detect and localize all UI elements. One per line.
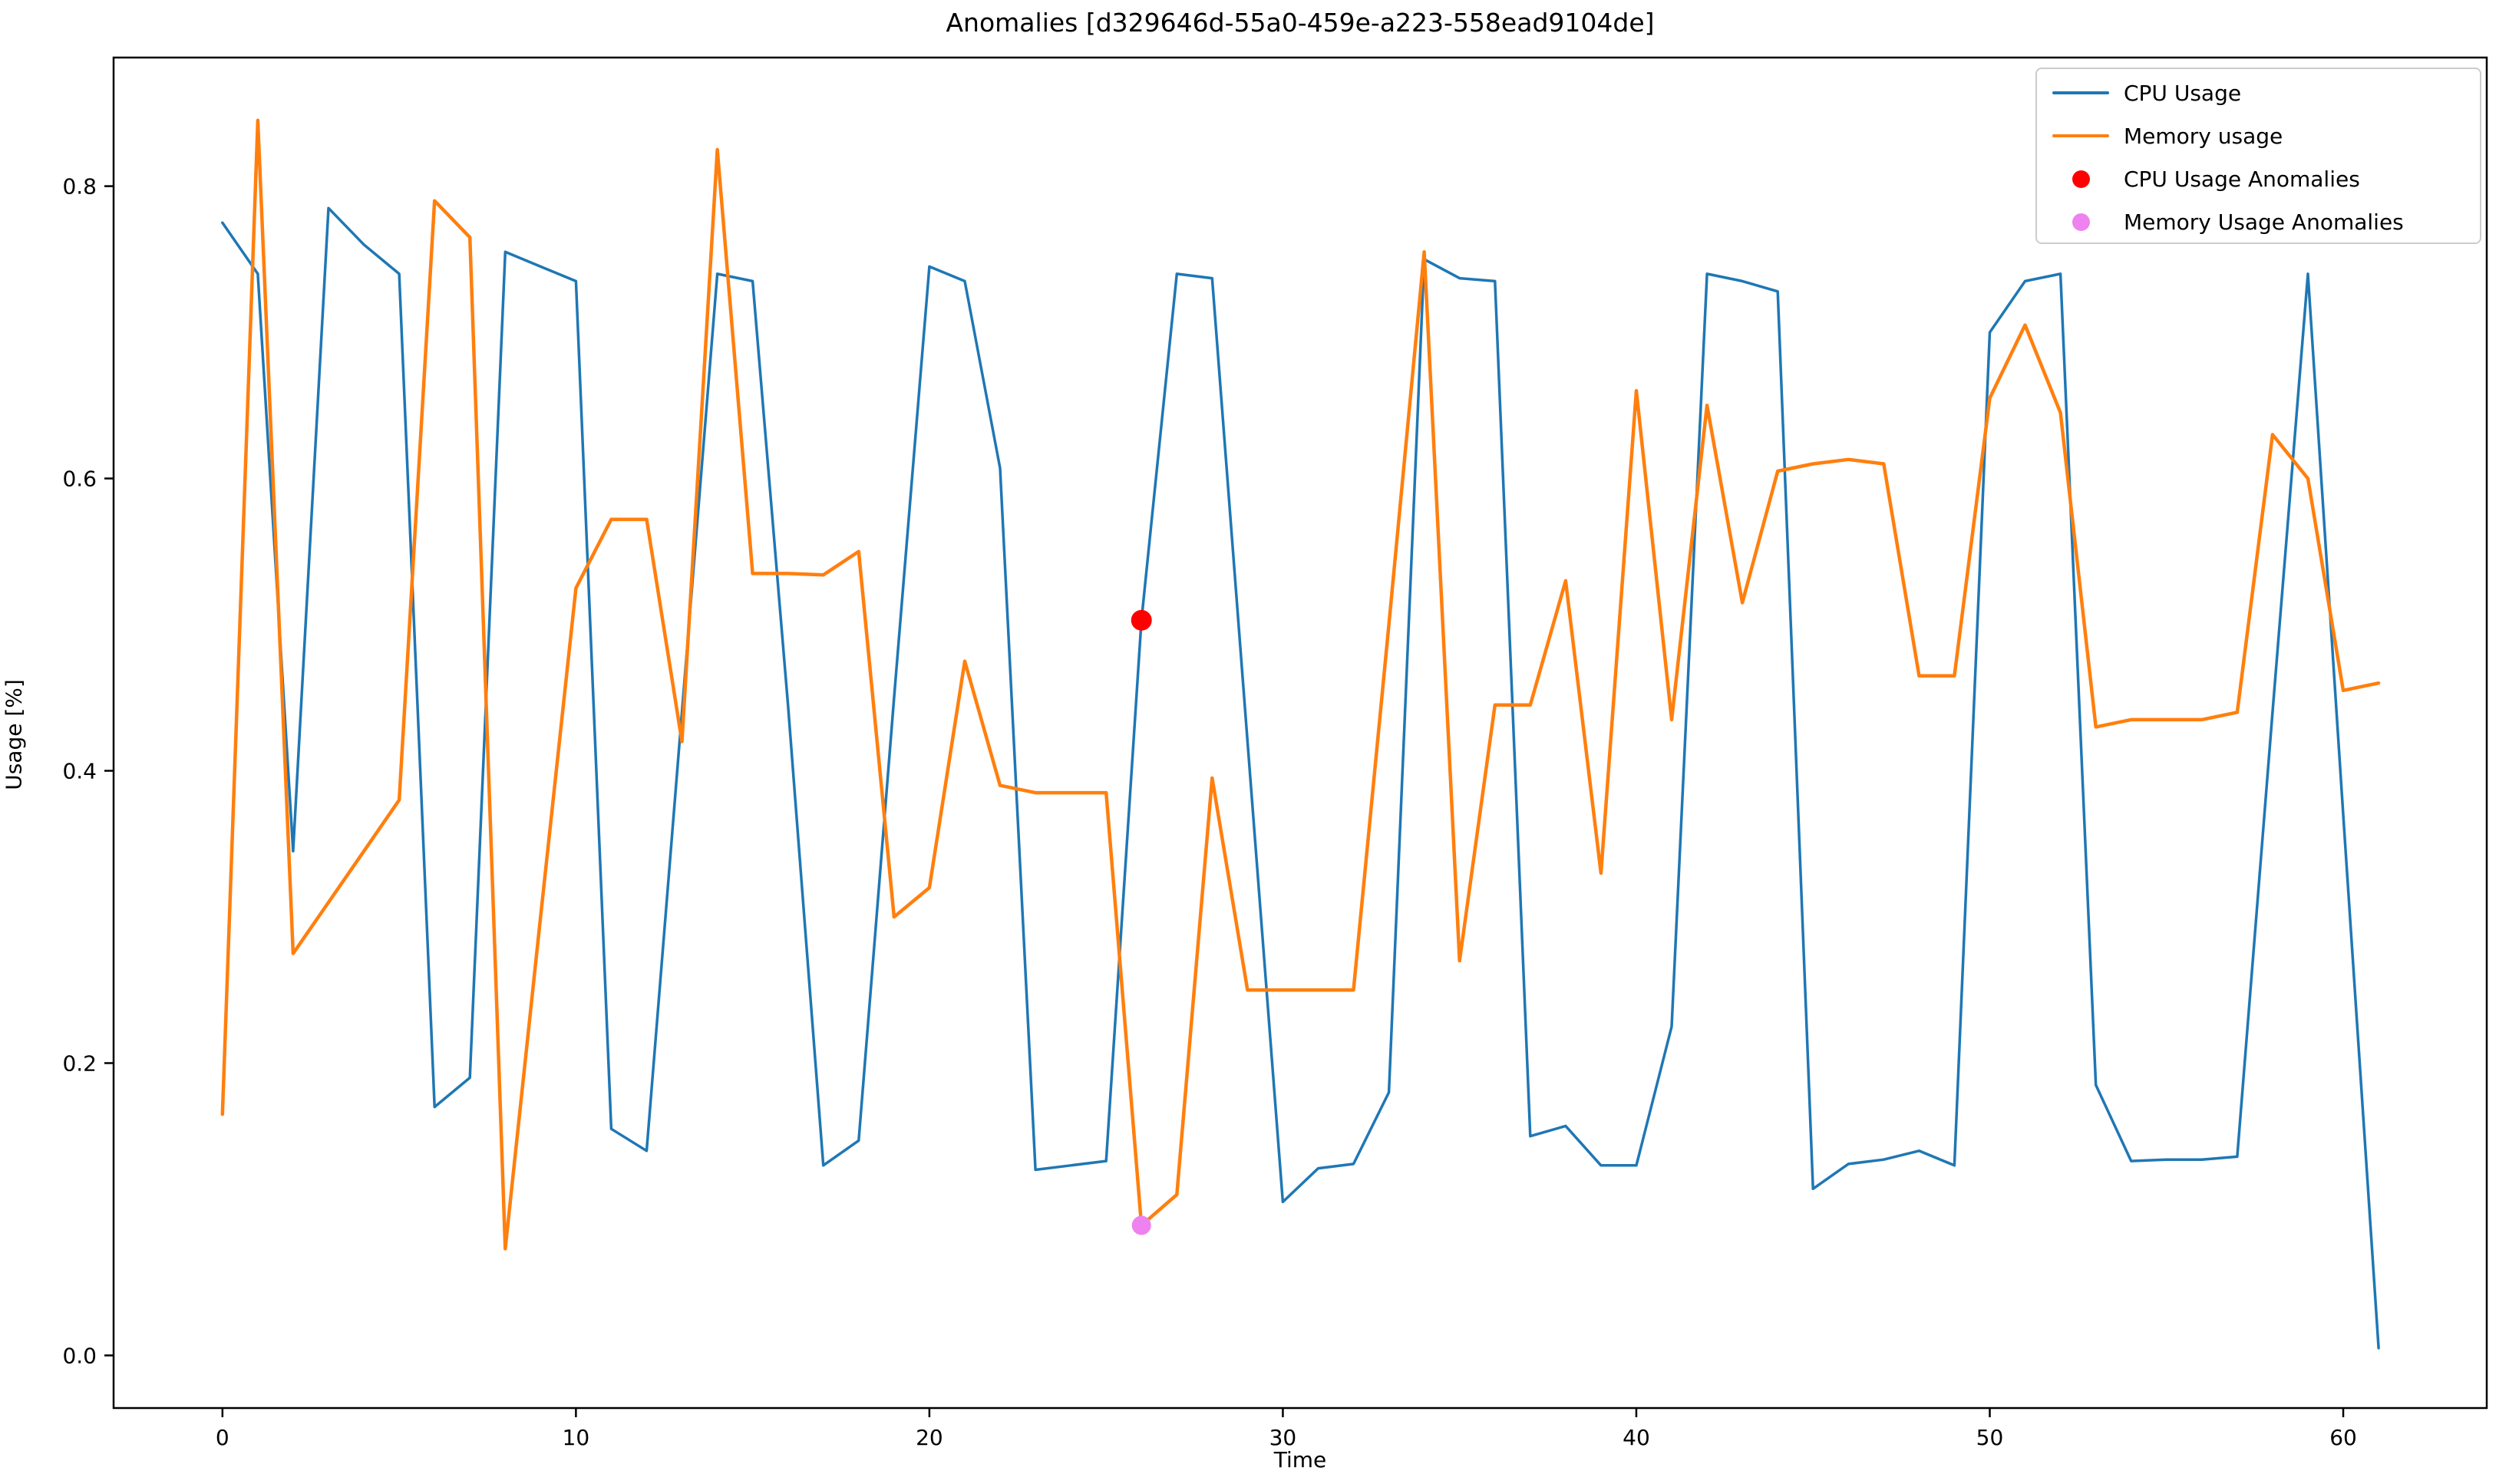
legend-label: CPU Usage: [2124, 80, 2242, 106]
legend-label: Memory Usage Anomalies: [2124, 209, 2404, 235]
x-axis-label: Time: [1273, 1447, 1327, 1472]
chart-title: Anomalies [d329646d-55a0-459e-a223-558ea…: [946, 8, 1655, 38]
y-tick-label: 0.8: [62, 174, 97, 200]
y-tick-label: 0.0: [62, 1343, 97, 1368]
legend-line-swatch: [2052, 91, 2109, 94]
x-tick-label: 10: [563, 1425, 590, 1450]
y-tick-label: 0.4: [62, 759, 97, 784]
legend-item-cpu-usage-anomalies: CPU Usage Anomalies: [2037, 157, 2480, 200]
line-sample: [2052, 91, 2109, 94]
x-tick-label: 50: [1976, 1425, 2004, 1450]
legend-item-memory-usage: Memory usage: [2037, 114, 2480, 157]
x-tick-label: 20: [916, 1425, 943, 1450]
cpu-usage-line: [221, 206, 2380, 1350]
legend-label: CPU Usage Anomalies: [2124, 166, 2360, 192]
x-tick-label: 40: [1623, 1425, 1650, 1450]
legend-item-cpu-usage: CPU Usage: [2037, 71, 2480, 114]
cpu-usage-anomalies-point: [1131, 609, 1152, 631]
x-tick-label: 60: [2329, 1425, 2357, 1450]
axes-spines: [112, 56, 2488, 1410]
y-tick-label: 0.2: [62, 1050, 97, 1076]
memory-usage-anomalies-point: [1131, 1215, 1151, 1235]
memory-usage-line: [220, 118, 2381, 1251]
y-axis-label: Usage [%]: [1, 679, 27, 790]
legend-box: CPU Usage Memory usage CPU Usage Anomalies…: [2035, 68, 2481, 244]
legend-item-memory-usage-anomalies: Memory Usage Anomalies: [2037, 200, 2480, 243]
x-tick-label: 0: [216, 1425, 229, 1450]
legend-dot-marker-icon: [2052, 213, 2109, 231]
legend-line-swatch: [2052, 134, 2109, 137]
legend-label: Memory usage: [2124, 123, 2283, 149]
y-tick-label: 0.6: [62, 467, 97, 492]
dot-sample: [2072, 213, 2090, 231]
line-sample: [2052, 134, 2109, 137]
dot-sample: [2072, 170, 2090, 188]
x-tick-label: 30: [1269, 1425, 1297, 1450]
legend-dot-marker-icon: [2052, 170, 2109, 188]
